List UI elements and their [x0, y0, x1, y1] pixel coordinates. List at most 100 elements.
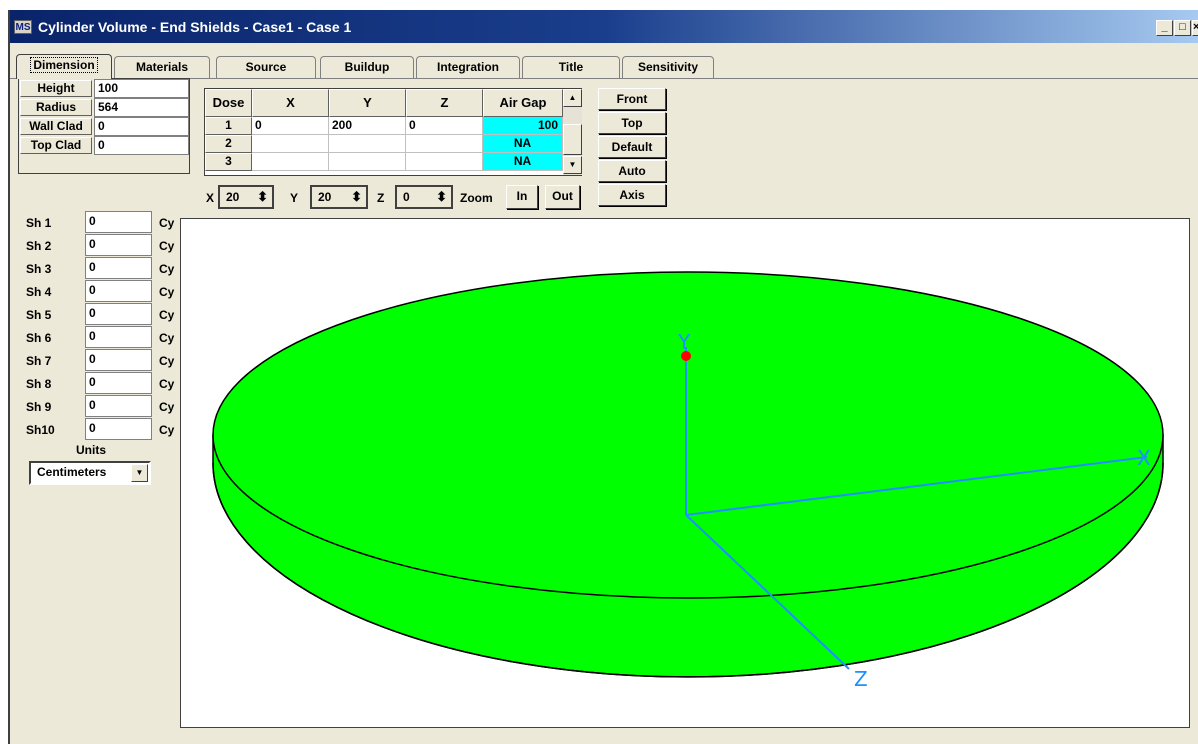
shield-field[interactable]: 0: [85, 257, 152, 279]
shield-field[interactable]: 0: [85, 280, 152, 302]
tab-title[interactable]: Title: [522, 56, 620, 78]
rotate-x-label: X: [206, 191, 215, 205]
grid-row-number[interactable]: 3: [205, 153, 252, 171]
dose-grid: Dose X Y Z Air Gap 1 0 200 0 100 2 NA 3 …: [204, 88, 582, 176]
grid-header-dose[interactable]: Dose: [205, 89, 252, 117]
title-bar[interactable]: MS Cylinder Volume - End Shields - Case1…: [10, 10, 1198, 43]
shield-field[interactable]: 0: [85, 234, 152, 256]
shield-label: Sh 8: [26, 377, 52, 391]
shield-unit: Cy: [159, 239, 175, 253]
shield-field[interactable]: 0: [85, 326, 152, 348]
grid-header-z[interactable]: Z: [406, 89, 483, 117]
shield-field[interactable]: 0: [85, 395, 152, 417]
grid-cell-z[interactable]: 0: [406, 117, 483, 135]
shield-label: Sh 4: [26, 285, 52, 299]
scroll-thumb[interactable]: [563, 124, 582, 155]
shield-field[interactable]: 0: [85, 372, 152, 394]
auto-view-button[interactable]: Auto: [598, 160, 666, 182]
spin-arrows-icon[interactable]: ⬍: [436, 189, 447, 204]
tab-dimension[interactable]: Dimension: [16, 54, 112, 79]
close-button[interactable]: ×: [1192, 20, 1198, 36]
minimize-button[interactable]: _: [1156, 20, 1173, 36]
grid-scrollbar[interactable]: ▲ ▼: [563, 89, 582, 175]
tab-source[interactable]: Source: [216, 56, 316, 78]
rotate-z-label: Z: [377, 191, 385, 205]
x-axis-label: X: [1137, 446, 1151, 470]
zoom-in-button[interactable]: In: [506, 185, 538, 209]
z-axis-label: Z: [854, 667, 868, 691]
maximize-button[interactable]: □: [1174, 20, 1191, 36]
rotate-y-value: 20: [318, 190, 332, 204]
front-view-button[interactable]: Front: [598, 88, 666, 110]
shield-label: Sh 2: [26, 239, 52, 253]
height-field[interactable]: 100: [94, 79, 189, 98]
top-view-button[interactable]: Top: [598, 112, 666, 134]
shield-unit: Cy: [159, 262, 175, 276]
dimension-panel: Height 100 Radius 564 Wall Clad 0 Top Cl…: [18, 78, 190, 174]
top-clad-label: Top Clad: [20, 137, 92, 154]
shield-unit: Cy: [159, 377, 175, 391]
grid-cell-x[interactable]: [252, 135, 329, 153]
zoom-out-button[interactable]: Out: [545, 185, 580, 209]
spin-arrows-icon[interactable]: ⬍: [257, 189, 268, 204]
tab-sensitivity[interactable]: Sensitivity: [622, 56, 714, 78]
grid-row-number[interactable]: 1: [205, 117, 252, 135]
grid-row-number[interactable]: 2: [205, 135, 252, 153]
grid-cell-z[interactable]: [406, 135, 483, 153]
rotate-x-spinner[interactable]: 20 ⬍: [218, 185, 274, 209]
shield-unit: Cy: [159, 423, 175, 437]
spin-arrows-icon[interactable]: ⬍: [351, 189, 362, 204]
shield-field[interactable]: 0: [85, 303, 152, 325]
wall-clad-field[interactable]: 0: [94, 117, 189, 136]
shield-field[interactable]: 0: [85, 349, 152, 371]
tab-underline: [10, 78, 1198, 79]
rotate-y-spinner[interactable]: 20 ⬍: [310, 185, 368, 209]
top-clad-row: Top Clad 0: [19, 136, 189, 155]
rotate-z-value: 0: [403, 190, 410, 204]
shield-label: Sh 3: [26, 262, 52, 276]
dose-point-marker: [681, 351, 691, 361]
scroll-down-button[interactable]: ▼: [563, 156, 582, 174]
shield-unit: Cy: [159, 216, 175, 230]
tab-strip: Dimension Materials Source Buildup Integ…: [10, 48, 1198, 80]
grid-header-air-gap[interactable]: Air Gap: [483, 89, 563, 117]
height-label: Height: [20, 80, 92, 97]
scroll-up-button[interactable]: ▲: [563, 89, 582, 107]
units-selected-value: Centimeters: [37, 465, 107, 479]
shield-unit: Cy: [159, 331, 175, 345]
grid-header-x[interactable]: X: [252, 89, 329, 117]
shield-unit: Cy: [159, 354, 175, 368]
wall-clad-label: Wall Clad: [20, 118, 92, 135]
3d-viewport[interactable]: Y X Z: [180, 218, 1190, 728]
tab-dimension-label: Dimension: [30, 57, 98, 73]
grid-cell-y[interactable]: [329, 153, 406, 171]
shield-label: Sh 7: [26, 354, 52, 368]
rotate-y-label: Y: [290, 191, 299, 205]
default-view-button[interactable]: Default: [598, 136, 666, 158]
grid-cell-air-gap[interactable]: 100: [483, 117, 563, 135]
units-select[interactable]: Centimeters ▼: [29, 461, 151, 485]
chevron-down-icon[interactable]: ▼: [131, 464, 148, 482]
tab-buildup[interactable]: Buildup: [320, 56, 414, 78]
grid-cell-air-gap[interactable]: NA: [483, 153, 563, 171]
shield-field[interactable]: 0: [85, 418, 152, 440]
grid-header-y[interactable]: Y: [329, 89, 406, 117]
radius-row: Radius 564: [19, 98, 189, 117]
grid-cell-y[interactable]: 200: [329, 117, 406, 135]
tab-integration[interactable]: Integration: [416, 56, 520, 78]
tab-materials[interactable]: Materials: [114, 56, 210, 78]
grid-cell-air-gap[interactable]: NA: [483, 135, 563, 153]
window-title: Cylinder Volume - End Shields - Case1 - …: [38, 19, 352, 35]
grid-cell-x[interactable]: [252, 153, 329, 171]
radius-field[interactable]: 564: [94, 98, 189, 117]
x-axis-line: [685, 456, 1148, 516]
shield-field[interactable]: 0: [85, 211, 152, 233]
rotate-x-value: 20: [226, 190, 240, 204]
grid-cell-y[interactable]: [329, 135, 406, 153]
rotate-z-spinner[interactable]: 0 ⬍: [395, 185, 453, 209]
grid-cell-x[interactable]: 0: [252, 117, 329, 135]
radius-label: Radius: [20, 99, 92, 116]
grid-cell-z[interactable]: [406, 153, 483, 171]
top-clad-field[interactable]: 0: [94, 136, 189, 155]
axis-button[interactable]: Axis: [598, 184, 666, 206]
